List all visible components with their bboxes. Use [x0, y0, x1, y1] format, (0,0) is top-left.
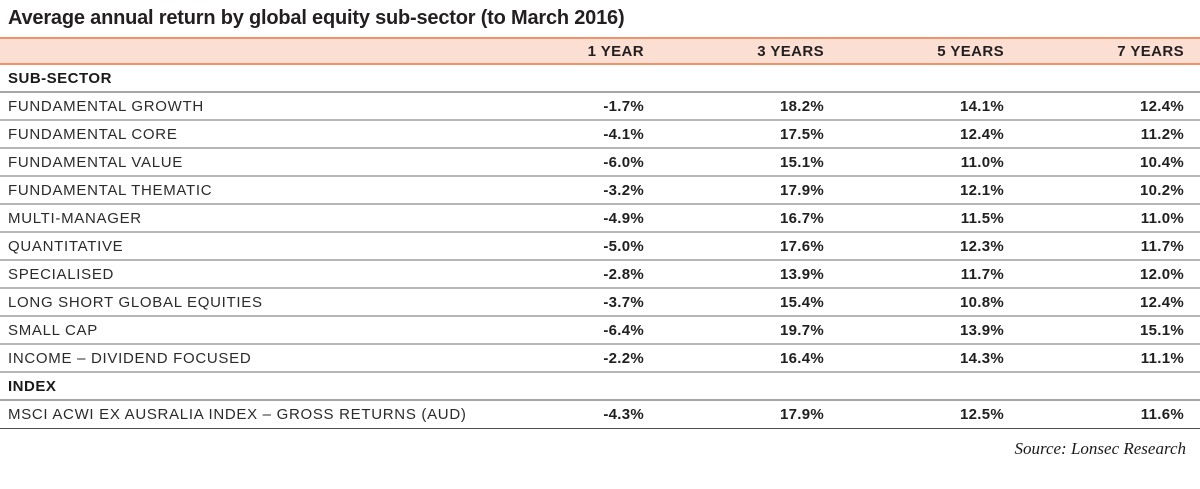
row-value: 16.4% — [660, 344, 840, 373]
row-label: FUNDAMENTAL GROWTH — [0, 92, 480, 121]
row-value: 14.3% — [840, 344, 1020, 373]
row-value: 10.8% — [840, 288, 1020, 317]
column-header-subsector-spacer — [0, 37, 480, 65]
row-label: SMALL CAP — [0, 316, 480, 345]
section-header-label: INDEX — [0, 372, 1200, 401]
source-attribution: Source: Lonsec Research — [1014, 438, 1186, 458]
row-value: -3.7% — [480, 288, 660, 317]
row-value: -6.4% — [480, 316, 660, 345]
row-value: -1.7% — [480, 92, 660, 121]
row-label: LONG SHORT GLOBAL EQUITIES — [0, 288, 480, 317]
row-value: -5.0% — [480, 232, 660, 261]
row-label: FUNDAMENTAL THEMATIC — [0, 176, 480, 205]
row-label: MSCI ACWI EX AUSRALIA INDEX – GROSS RETU… — [0, 400, 480, 429]
row-value: -4.3% — [480, 400, 660, 429]
table-header-row: 1 YEAR 3 YEARS 5 YEARS 7 YEARS — [0, 37, 1200, 65]
row-label: INCOME – DIVIDEND FOCUSED — [0, 344, 480, 373]
table-row: QUANTITATIVE -5.0% 17.6% 12.3% 11.7% — [0, 232, 1200, 261]
row-label: SPECIALISED — [0, 260, 480, 289]
row-value: 11.2% — [1020, 120, 1200, 149]
row-label: QUANTITATIVE — [0, 232, 480, 261]
table-row: FUNDAMENTAL CORE -4.1% 17.5% 12.4% 11.2% — [0, 120, 1200, 149]
row-value: 12.1% — [840, 176, 1020, 205]
table-row: FUNDAMENTAL VALUE -6.0% 15.1% 11.0% 10.4% — [0, 148, 1200, 177]
row-value: 14.1% — [840, 92, 1020, 121]
row-value: 12.4% — [1020, 92, 1200, 121]
row-value: 11.7% — [1020, 232, 1200, 261]
row-value: 12.3% — [840, 232, 1020, 261]
table-row: MULTI-MANAGER -4.9% 16.7% 11.5% 11.0% — [0, 204, 1200, 233]
row-value: 15.4% — [660, 288, 840, 317]
row-value: 12.4% — [840, 120, 1020, 149]
row-label: FUNDAMENTAL CORE — [0, 120, 480, 149]
table-row: INCOME – DIVIDEND FOCUSED -2.2% 16.4% 14.3%… — [0, 344, 1200, 373]
row-value: 11.0% — [840, 148, 1020, 177]
row-value: 15.1% — [660, 148, 840, 177]
section-header-label: SUB-SECTOR — [0, 64, 1200, 93]
table-row: MSCI ACWI EX AUSRALIA INDEX – GROSS RETU… — [0, 400, 1200, 429]
row-value: -4.1% — [480, 120, 660, 149]
row-value: 17.6% — [660, 232, 840, 261]
row-value: 11.5% — [840, 204, 1020, 233]
column-header-5-years: 5 YEARS — [840, 37, 1020, 65]
row-value: -4.9% — [480, 204, 660, 233]
row-value: 18.2% — [660, 92, 840, 121]
row-value: -6.0% — [480, 148, 660, 177]
row-value: 10.2% — [1020, 176, 1200, 205]
table-row: FUNDAMENTAL THEMATIC -3.2% 17.9% 12.1% 10.2% — [0, 176, 1200, 205]
row-value: -2.2% — [480, 344, 660, 373]
row-value: 19.7% — [660, 316, 840, 345]
row-value: 10.4% — [1020, 148, 1200, 177]
column-header-1-year: 1 YEAR — [480, 37, 660, 65]
row-value: 13.9% — [840, 316, 1020, 345]
table-row: SMALL CAP -6.4% 19.7% 13.9% 15.1% — [0, 316, 1200, 345]
row-value: 11.7% — [840, 260, 1020, 289]
table-row: LONG SHORT GLOBAL EQUITIES -3.7% 15.4% 10.8… — [0, 288, 1200, 317]
row-value: 12.4% — [1020, 288, 1200, 317]
row-value: 13.9% — [660, 260, 840, 289]
page-title: Average annual return by global equity s… — [8, 7, 625, 29]
returns-table: 1 YEAR 3 YEARS 5 YEARS 7 YEARS SUB-SECTO… — [0, 37, 1200, 429]
column-header-3-years: 3 YEARS — [660, 37, 840, 65]
row-value: 11.1% — [1020, 344, 1200, 373]
row-value: 12.0% — [1020, 260, 1200, 289]
section-header-row: INDEX — [0, 372, 1200, 401]
row-value: 17.9% — [660, 176, 840, 205]
row-value: 11.6% — [1020, 400, 1200, 429]
row-value: 15.1% — [1020, 316, 1200, 345]
column-header-7-years: 7 YEARS — [1020, 37, 1200, 65]
row-label: MULTI-MANAGER — [0, 204, 480, 233]
table-row: SPECIALISED -2.8% 13.9% 11.7% 12.0% — [0, 260, 1200, 289]
section-header-row: SUB-SECTOR — [0, 64, 1200, 93]
row-value: 16.7% — [660, 204, 840, 233]
table-row: FUNDAMENTAL GROWTH -1.7% 18.2% 14.1% 12.4% — [0, 92, 1200, 121]
row-value: 17.5% — [660, 120, 840, 149]
row-value: 11.0% — [1020, 204, 1200, 233]
row-value: -2.8% — [480, 260, 660, 289]
row-value: -3.2% — [480, 176, 660, 205]
row-label: FUNDAMENTAL VALUE — [0, 148, 480, 177]
row-value: 17.9% — [660, 400, 840, 429]
row-value: 12.5% — [840, 400, 1020, 429]
